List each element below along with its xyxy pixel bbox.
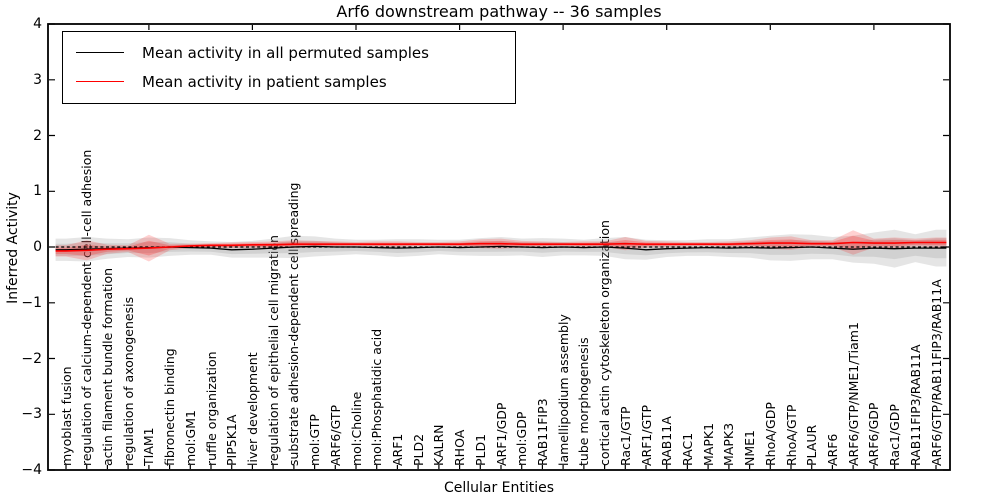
y-tick-label: −4 — [21, 462, 42, 478]
tick-marks — [49, 23, 949, 471]
legend: Mean activity in all permuted samples Me… — [62, 31, 516, 104]
y-tick-label: 1 — [33, 183, 42, 200]
y-tick-label: 0 — [33, 239, 42, 255]
permuted-band-inner — [55, 238, 947, 260]
y-tick-label: 2 — [33, 127, 42, 144]
legend-label-patient: Mean activity in patient samples — [142, 72, 387, 91]
permuted-line-swatch — [76, 52, 124, 53]
y-tick-label: −3 — [21, 406, 42, 423]
x-axis-title: Cellular Entities — [443, 480, 555, 496]
patient-mean-line — [55, 241, 947, 252]
legend-entry-permuted: Mean activity in all permuted samples — [63, 38, 515, 67]
legend-label-permuted: Mean activity in all permuted samples — [142, 43, 429, 62]
y-tick-label: −2 — [21, 350, 42, 367]
y-tick-label: 3 — [33, 71, 42, 88]
permuted-band-outer — [55, 229, 947, 268]
patient-line-swatch — [76, 81, 124, 82]
y-tick-label: −1 — [21, 294, 42, 311]
chart-title: Arf6 downstream pathway -- 36 samples — [336, 2, 662, 21]
y-tick-label: 4 — [33, 16, 42, 32]
legend-entry-patient: Mean activity in patient samples — [63, 67, 515, 96]
axes-frame — [47, 23, 951, 471]
